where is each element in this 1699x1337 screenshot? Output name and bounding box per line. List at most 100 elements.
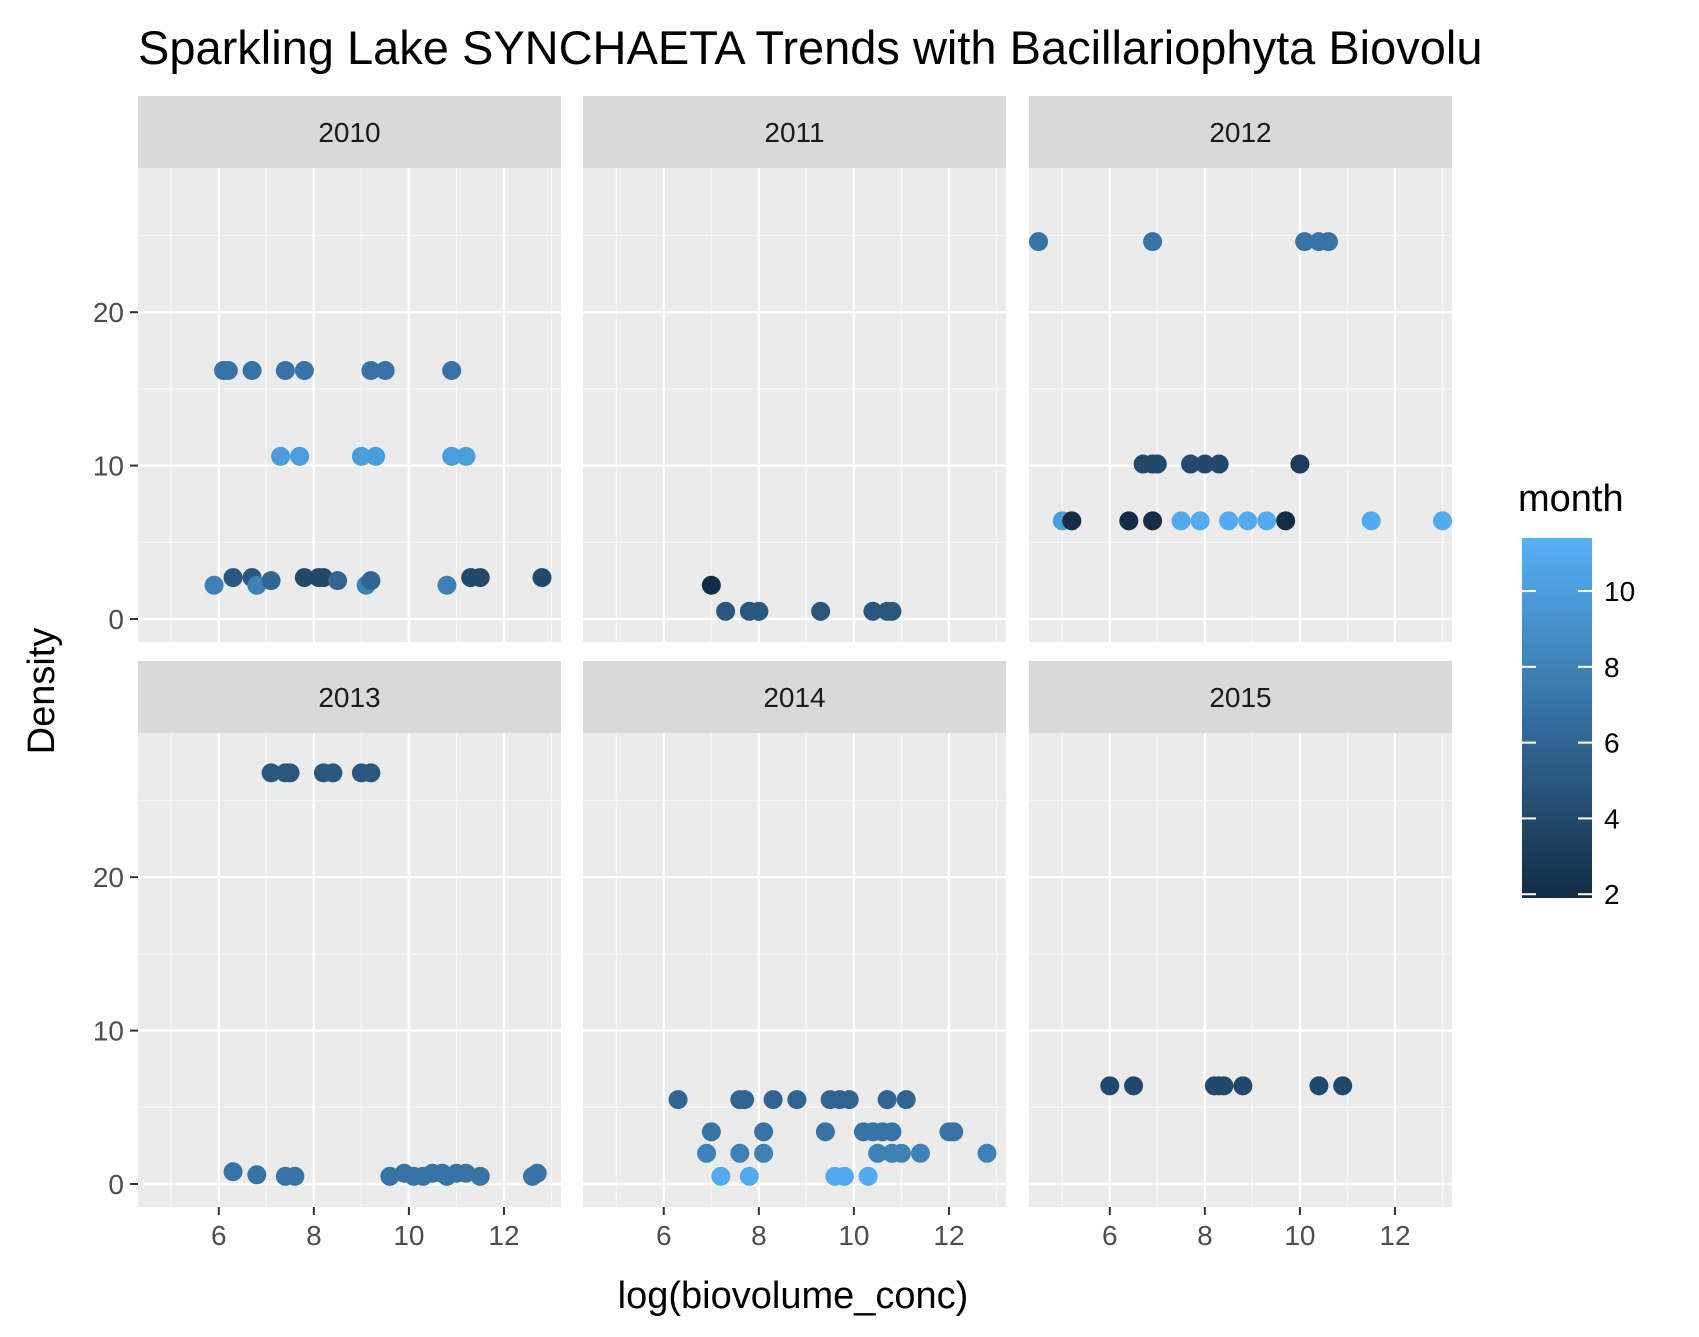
panel-background <box>1029 168 1452 642</box>
data-point <box>247 1165 267 1185</box>
data-point <box>815 1122 835 1142</box>
data-point <box>242 360 262 380</box>
x-tick-label: 6 <box>211 1220 227 1251</box>
facet-strip <box>583 661 1006 733</box>
data-point <box>811 601 831 621</box>
y-tick-label: 20 <box>93 862 124 893</box>
data-point <box>1333 1076 1353 1096</box>
color-legend: month 2 4 6 8 10 <box>1518 478 1635 910</box>
facet-panel-2011: 2011 <box>583 96 1006 642</box>
x-tick-label: 8 <box>306 1220 322 1251</box>
data-point <box>223 1162 243 1182</box>
data-point <box>380 1166 400 1186</box>
facet-strip-label: 2015 <box>1209 682 1271 713</box>
data-point <box>442 360 462 380</box>
data-point <box>730 1143 750 1163</box>
data-point <box>834 1166 854 1186</box>
data-point <box>294 360 314 380</box>
legend-tick-label: 4 <box>1604 803 1620 834</box>
data-point <box>787 1090 807 1110</box>
legend-tick-label: 8 <box>1604 652 1620 683</box>
data-point <box>697 1143 717 1163</box>
facet-strip-label: 2012 <box>1209 117 1271 148</box>
y-axis-title: Density <box>21 628 63 755</box>
data-point <box>437 575 457 595</box>
data-point <box>456 1163 476 1183</box>
data-point <box>1233 1076 1253 1096</box>
data-point <box>977 1143 997 1163</box>
data-point <box>470 568 490 588</box>
data-point <box>261 763 281 783</box>
data-point <box>271 446 291 466</box>
data-point <box>290 446 310 466</box>
x-tick-label: 6 <box>1102 1220 1118 1251</box>
data-point <box>891 1143 911 1163</box>
data-point <box>280 763 300 783</box>
data-point <box>868 1143 888 1163</box>
data-point <box>1100 1076 1120 1096</box>
data-point <box>1181 454 1201 474</box>
data-point <box>375 360 395 380</box>
y-tick-label: 0 <box>108 1169 124 1200</box>
facet-strip <box>583 96 1006 168</box>
data-point <box>1309 1076 1329 1096</box>
data-point <box>711 1166 731 1186</box>
facet-strip <box>138 96 561 168</box>
data-point <box>442 446 462 466</box>
x-tick-label: 12 <box>1379 1220 1410 1251</box>
panel-background <box>583 733 1006 1207</box>
data-point <box>1124 1076 1144 1096</box>
data-point <box>754 1122 774 1142</box>
x-tick-label: 8 <box>751 1220 767 1251</box>
facet-panel-2013: 2013 <box>138 661 561 1207</box>
facet-panel-2014: 2014 <box>583 661 1006 1207</box>
data-point <box>261 571 281 591</box>
data-point <box>1361 511 1381 531</box>
data-point <box>716 601 736 621</box>
data-point <box>1171 511 1191 531</box>
panel-background <box>583 168 1006 642</box>
data-point <box>323 763 343 783</box>
legend-tick-label: 2 <box>1604 879 1620 910</box>
panel-background <box>138 733 561 1207</box>
x-tick-label: 10 <box>393 1220 424 1251</box>
data-point <box>1143 232 1163 252</box>
data-point <box>763 1090 783 1110</box>
data-point <box>204 575 224 595</box>
data-point <box>882 1122 902 1142</box>
data-point <box>285 1166 305 1186</box>
data-point <box>863 601 883 621</box>
data-point <box>701 575 721 595</box>
data-point <box>910 1143 930 1163</box>
data-point <box>739 1166 759 1186</box>
data-point <box>1195 454 1215 474</box>
data-point <box>456 446 476 466</box>
y-tick-label: 0 <box>108 604 124 635</box>
legend-title: month <box>1518 478 1624 520</box>
axes: 0 10 20 0 10 20 6 8 10 12 6 8 10 12 6 8 10 12 <box>93 297 1411 1251</box>
data-point <box>1143 511 1163 531</box>
colorbar <box>1522 538 1592 898</box>
data-point <box>1219 511 1239 531</box>
data-point <box>754 1143 774 1163</box>
legend-tick-label: 10 <box>1604 576 1635 607</box>
facet-panels: 2010 2011 2012 2013 2014 2015 <box>138 96 1452 1207</box>
data-point <box>351 446 371 466</box>
facet-strip-label: 2010 <box>318 117 380 148</box>
data-point <box>858 1166 878 1186</box>
y-tick-label: 20 <box>93 297 124 328</box>
data-point <box>1062 511 1082 531</box>
panel-background <box>138 168 561 642</box>
data-point <box>1257 511 1277 531</box>
data-point <box>1318 232 1338 252</box>
data-point <box>668 1090 688 1110</box>
data-point <box>527 1163 547 1183</box>
facet-panel-2015: 2015 <box>1029 661 1452 1207</box>
data-point <box>366 446 386 466</box>
data-point <box>1190 511 1210 531</box>
data-point <box>247 575 267 595</box>
data-point <box>328 571 348 591</box>
data-point <box>294 568 314 588</box>
data-point <box>361 360 381 380</box>
y-tick-label: 10 <box>93 1016 124 1047</box>
